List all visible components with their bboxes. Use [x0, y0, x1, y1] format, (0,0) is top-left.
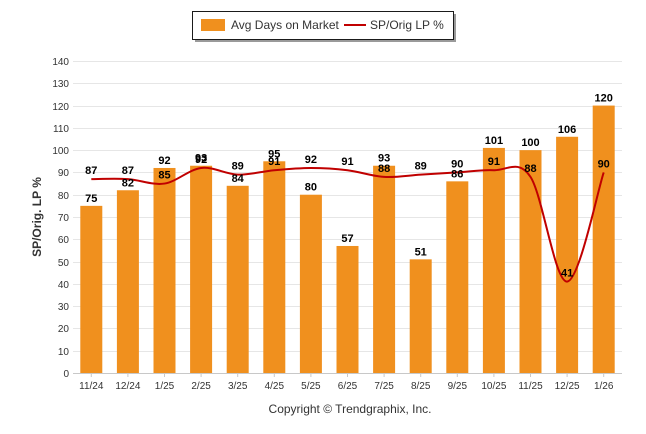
bar-value-label: 57 — [341, 233, 353, 245]
bar-value-label: 82 — [122, 177, 134, 189]
y-axis-title: SP/Orig. LP % — [30, 177, 44, 257]
y-tick-label: 70 — [58, 213, 70, 224]
line-value-label: 92 — [195, 154, 207, 166]
line-value-label: 91 — [488, 156, 500, 168]
bar-2-25 — [190, 165, 213, 373]
y-tick-label: 80 — [58, 191, 70, 202]
copyright-text: Copyright © Trendgraphix, Inc. — [269, 402, 432, 416]
bar-value-label: 106 — [558, 124, 576, 136]
bar-series — [80, 105, 615, 374]
legend-box-shadow-bottom — [195, 40, 456, 42]
x-tick-label: 10/25 — [481, 381, 506, 392]
line-value-label: 87 — [85, 165, 97, 177]
x-tick-label: 3/25 — [228, 381, 248, 392]
y-tick-label: 100 — [52, 146, 69, 157]
x-tick-label: 1/25 — [155, 381, 175, 392]
y-tick-label: 120 — [52, 102, 69, 113]
y-tick-label: 0 — [63, 369, 69, 380]
line-value-label: 89 — [232, 161, 244, 173]
x-tick-label: 4/25 — [265, 381, 285, 392]
line-value-label: 90 — [451, 158, 463, 170]
line-data-labels: 87 87 85 92 89 91 92 91 88 89 90 91 88 41 90 — [85, 154, 610, 280]
x-tick-label: 11/25 — [518, 381, 543, 392]
line-value-label: 91 — [268, 156, 280, 168]
x-tick-label: 6/25 — [338, 381, 358, 392]
line-value-label: 88 — [524, 163, 536, 175]
bar-value-label: 75 — [85, 193, 97, 205]
bar-3-25 — [226, 185, 249, 373]
y-tick-label: 140 — [52, 57, 69, 68]
x-axis-ticks: 11/24 12/24 1/25 2/25 3/25 4/25 5/25 6/25 7/25 8/… — [79, 373, 614, 392]
bar-6-25 — [336, 245, 359, 373]
x-tick-label: 12/25 — [555, 381, 580, 392]
sp-orig-lp-line — [91, 165, 605, 283]
legend-label-line: SP/Orig LP % — [370, 18, 444, 32]
line-value-label: 92 — [305, 154, 317, 166]
line-value-label: 89 — [415, 161, 427, 173]
y-axis-ticks: 0 10 20 30 40 50 60 70 80 90 100 110 120 130 140 — [52, 57, 69, 380]
x-tick-label: 9/25 — [448, 381, 468, 392]
y-tick-label: 90 — [58, 168, 70, 179]
x-tick-label: 12/24 — [115, 381, 140, 392]
bar-value-label: 80 — [305, 182, 317, 194]
legend-swatch-bar — [201, 19, 225, 31]
y-tick-label: 10 — [58, 347, 70, 358]
line-value-label: 41 — [561, 268, 573, 280]
bar-value-label: 93 — [378, 153, 390, 165]
bar-value-label: 101 — [485, 135, 503, 147]
x-tick-label: 2/25 — [191, 381, 211, 392]
y-tick-label: 50 — [58, 258, 70, 269]
bar-1-26 — [592, 105, 615, 374]
x-tick-label: 7/25 — [374, 381, 394, 392]
bar-1-25 — [153, 167, 176, 373]
bar-value-label: 92 — [158, 155, 170, 167]
y-tick-label: 130 — [52, 79, 69, 90]
legend-box-shadow-right — [454, 14, 456, 41]
legend-box — [192, 11, 454, 40]
bar-10-25 — [482, 147, 505, 373]
bar-11-25 — [519, 150, 542, 373]
x-tick-label: 8/25 — [411, 381, 431, 392]
bar-value-label: 93 — [195, 153, 207, 165]
y-tick-label: 60 — [58, 235, 70, 246]
bar-value-label: 120 — [595, 93, 613, 105]
y-tick-label: 40 — [58, 280, 70, 291]
legend-label-bar: Avg Days on Market — [231, 18, 339, 32]
bar-4-25 — [263, 161, 286, 373]
x-tick-label: 1/26 — [594, 381, 614, 392]
bar-value-label: 86 — [451, 168, 463, 180]
bar-value-label: 84 — [232, 173, 245, 185]
bar-8-25 — [409, 259, 432, 373]
x-tick-label: 5/25 — [301, 381, 321, 392]
bar-9-25 — [446, 181, 469, 373]
line-series — [91, 165, 605, 283]
y-tick-label: 110 — [53, 124, 69, 135]
line-value-label: 88 — [378, 163, 390, 175]
bar-7-25 — [373, 165, 396, 373]
bar-value-label: 95 — [268, 148, 280, 160]
bar-12-25 — [556, 136, 579, 373]
line-value-label: 91 — [341, 156, 353, 168]
y-tick-label: 30 — [58, 302, 70, 313]
bar-value-label: 51 — [415, 246, 427, 258]
legend: Avg Days on Market SP/Orig LP % — [192, 11, 456, 42]
bar-12-24 — [116, 190, 139, 373]
y-tick-label: 20 — [58, 324, 70, 335]
line-value-label: 90 — [598, 158, 610, 170]
bar-5-25 — [299, 194, 322, 373]
bar-value-label: 100 — [521, 137, 539, 149]
bar-11-24 — [80, 205, 103, 373]
line-value-label: 85 — [158, 170, 170, 182]
line-value-label: 87 — [122, 165, 134, 177]
x-tick-label: 11/24 — [79, 381, 104, 392]
